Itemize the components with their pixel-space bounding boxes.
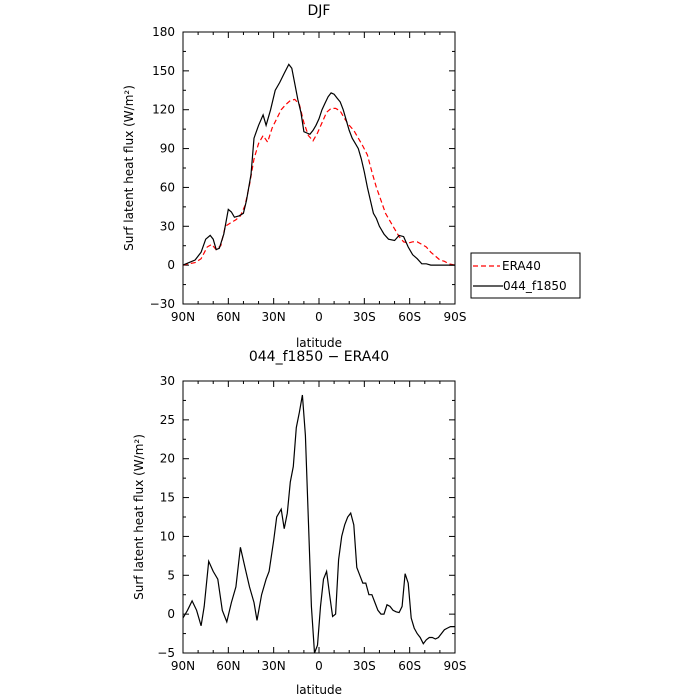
- top-panel: DJF 90N 60N 30N 0 30S 60S 90S −30 0 30 60 90 120 150 1…: [122, 3, 581, 350]
- bottom-y-axis-label: Surf latent heat flux (W/m²): [132, 434, 146, 600]
- top-y-tick-label: 180: [152, 25, 175, 39]
- legend-box: [470, 252, 581, 299]
- bottom-y-tick-label: 25: [160, 413, 175, 427]
- bottom-y-tick-label: −5: [157, 646, 175, 660]
- bottom-y-tick-label: 10: [160, 529, 175, 543]
- top-chart-title: DJF: [308, 3, 331, 19]
- bottom-y-tick-label: 5: [167, 568, 175, 582]
- bottom-x-tick-label: 30S: [353, 659, 376, 673]
- bottom-y-tick-label: 0: [167, 607, 175, 621]
- legend-label-era40: ERA40: [502, 259, 541, 273]
- top-x-tick-label: 0: [315, 310, 323, 324]
- legend-label-044-f1850: 044_f1850: [503, 279, 567, 293]
- top-y-tick-label: 0: [167, 258, 175, 272]
- bottom-y-tick-label: 15: [160, 491, 175, 505]
- top-y-tick-label: 150: [152, 64, 175, 78]
- bottom-x-tick-label: 90S: [444, 659, 467, 673]
- top-ticks: 90N 60N 30N 0 30S 60S 90S −30 0 30 60 90 120 150 180: [150, 25, 467, 324]
- bottom-x-tick-label: 60S: [398, 659, 421, 673]
- legend: ERA40 044_f1850: [470, 252, 581, 299]
- bottom-panel: 044_f1850 − ERA40 90N 60N 30N 0 30S 60S 90S −5 0…: [132, 349, 466, 697]
- top-y-axis-label: Surf latent heat flux (W/m²): [122, 85, 136, 251]
- top-series-group: [182, 63, 456, 266]
- bottom-chart-title: 044_f1850 − ERA40: [249, 349, 389, 365]
- bottom-x-tick-label: 60N: [216, 659, 240, 673]
- bottom-series-group: [182, 394, 455, 654]
- top-x-tick-label: 30S: [353, 310, 376, 324]
- top-y-tick-label: 90: [160, 142, 175, 156]
- top-plot-frame: [182, 31, 456, 305]
- bottom-x-tick-label: 90N: [171, 659, 195, 673]
- top-x-tick-label: 60S: [398, 310, 421, 324]
- top-y-tick-label: 60: [160, 180, 175, 194]
- top-x-tick-label: 90N: [171, 310, 195, 324]
- bottom-series-line-difference: [182, 394, 455, 654]
- bottom-y-tick-label: 20: [160, 452, 175, 466]
- top-y-tick-label: 120: [152, 103, 175, 117]
- top-y-tick-label: −30: [150, 297, 175, 311]
- bottom-y-tick-label: 30: [160, 374, 175, 388]
- bottom-plot-frame: [182, 380, 456, 654]
- top-x-tick-label: 30N: [262, 310, 286, 324]
- bottom-ticks: 90N 60N 30N 0 30S 60S 90S −5 0 5 10 15 20 25 30: [157, 374, 466, 673]
- top-x-tick-label: 90S: [444, 310, 467, 324]
- bottom-x-tick-label: 30N: [262, 659, 286, 673]
- bottom-x-axis-label: latitude: [296, 683, 342, 697]
- top-series-line-044-f1850: [182, 63, 455, 266]
- bottom-x-tick-label: 0: [315, 659, 323, 673]
- top-x-tick-label: 60N: [216, 310, 240, 324]
- top-y-tick-label: 30: [160, 219, 175, 233]
- top-series-line-era40: [182, 98, 456, 266]
- top-x-axis-label: latitude: [296, 336, 342, 350]
